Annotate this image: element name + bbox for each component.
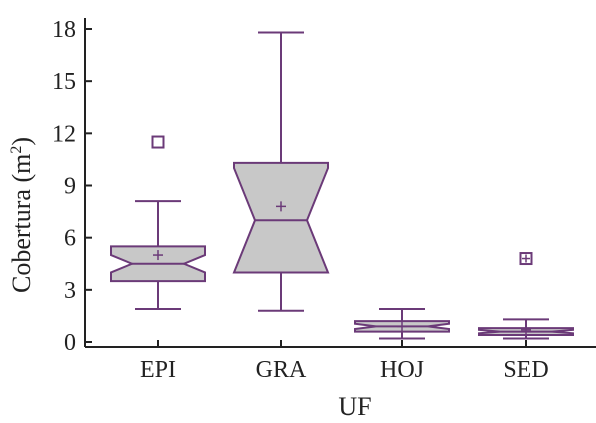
y-tick-label: 18 — [52, 17, 76, 43]
y-tick-label: 9 — [64, 174, 76, 200]
y-axis-title-main: Cobertura (m — [7, 154, 36, 293]
x-ticks: EPI GRA HOJ SED — [140, 340, 549, 383]
x-tick-label: GRA — [256, 357, 307, 383]
y-axis-title-superscript: 2 — [8, 146, 25, 154]
y-axis-title: Cobertura (m2) — [7, 137, 36, 293]
boxes — [110, 31, 574, 340]
box-body — [232, 161, 330, 274]
x-tick-label: EPI — [140, 357, 176, 383]
y-tick-label: 0 — [64, 330, 76, 356]
y-tick-label: 15 — [52, 69, 76, 95]
x-tick-label: SED — [503, 357, 548, 383]
outlier-marker — [519, 252, 533, 266]
x-tick-label: HOJ — [380, 357, 424, 383]
box-hoj — [354, 307, 450, 340]
y-tick-label: 3 — [64, 278, 76, 304]
y-tick-label: 12 — [52, 121, 76, 147]
box-epi — [110, 135, 206, 310]
y-ticks: 0 3 6 9 12 15 18 — [52, 17, 92, 356]
outlier-marker — [151, 135, 165, 149]
box-gra — [232, 31, 330, 312]
axes — [84, 18, 596, 348]
x-axis-title: UF — [338, 392, 371, 421]
y-axis-title-close: ) — [7, 137, 36, 146]
box-sed — [478, 252, 574, 340]
y-tick-label: 6 — [64, 226, 76, 252]
